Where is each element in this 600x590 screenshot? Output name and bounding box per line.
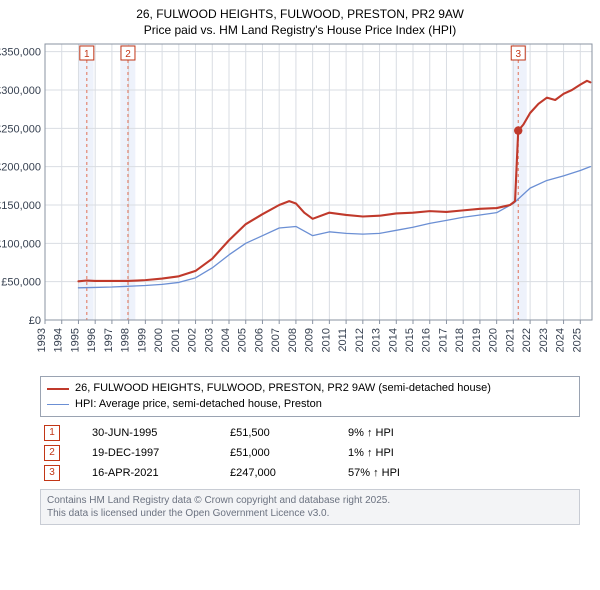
svg-text:2022: 2022 (521, 328, 533, 352)
svg-text:£0: £0 (29, 315, 41, 327)
chart-area: £0 £50,000 £100,000 £150,000 £200,000 £250,00… (0, 40, 600, 370)
footer-line1: Contains HM Land Registry data © Crown c… (47, 494, 573, 507)
legend: 26, FULWOOD HEIGHTS, FULWOOD, PRESTON, P… (40, 376, 580, 417)
title-line1: 26, FULWOOD HEIGHTS, FULWOOD, PRESTON, P… (0, 6, 600, 22)
legend-label: HPI: Average price, semi-detached house,… (75, 397, 322, 412)
svg-text:£150,000: £150,000 (0, 200, 41, 212)
svg-text:2001: 2001 (170, 328, 182, 352)
event-pct: 1% ↑ HPI (344, 443, 580, 463)
event-number-box: 2 (44, 445, 60, 461)
event-date: 30-JUN-1995 (88, 423, 226, 443)
legend-label: 26, FULWOOD HEIGHTS, FULWOOD, PRESTON, P… (75, 381, 491, 396)
svg-text:1997: 1997 (103, 328, 115, 352)
event-number-box: 1 (44, 425, 60, 441)
line-chart-svg: £0 £50,000 £100,000 £150,000 £200,000 £250,00… (0, 40, 600, 370)
svg-text:2010: 2010 (320, 328, 332, 352)
svg-text:2017: 2017 (437, 328, 449, 352)
events-table: 1 30-JUN-1995£51,5009% ↑ HPI 2 19-DEC-1997£… (40, 423, 580, 483)
attribution-footer: Contains HM Land Registry data © Crown c… (40, 489, 580, 525)
title-line2: Price paid vs. HM Land Registry's House … (0, 22, 600, 38)
event-row: 1 30-JUN-1995£51,5009% ↑ HPI (40, 423, 580, 443)
svg-text:1996: 1996 (86, 328, 98, 352)
svg-text:2011: 2011 (337, 328, 349, 352)
event-row: 2 19-DEC-1997£51,0001% ↑ HPI (40, 443, 580, 463)
svg-text:2007: 2007 (270, 328, 282, 352)
svg-text:£50,000: £50,000 (1, 277, 41, 289)
svg-text:1: 1 (84, 49, 90, 60)
event-pct: 9% ↑ HPI (344, 423, 580, 443)
event-price: £51,000 (226, 443, 344, 463)
event-date: 16-APR-2021 (88, 463, 226, 483)
svg-text:2000: 2000 (153, 328, 165, 352)
svg-text:2019: 2019 (471, 328, 483, 352)
svg-text:1998: 1998 (120, 328, 132, 352)
svg-text:2006: 2006 (253, 328, 265, 352)
svg-text:£300,000: £300,000 (0, 85, 41, 97)
svg-text:1993: 1993 (36, 328, 48, 352)
svg-text:2013: 2013 (371, 328, 383, 352)
svg-text:2018: 2018 (454, 328, 466, 352)
svg-text:1995: 1995 (69, 328, 81, 352)
svg-text:2003: 2003 (203, 328, 215, 352)
svg-text:£200,000: £200,000 (0, 162, 41, 174)
event-pct: 57% ↑ HPI (344, 463, 580, 483)
event-number-box: 3 (44, 465, 60, 481)
svg-text:1999: 1999 (136, 328, 148, 352)
legend-item: 26, FULWOOD HEIGHTS, FULWOOD, PRESTON, P… (47, 381, 573, 396)
legend-swatch (47, 404, 69, 405)
event-date: 19-DEC-1997 (88, 443, 226, 463)
svg-text:1994: 1994 (53, 328, 65, 352)
svg-text:2024: 2024 (555, 328, 567, 352)
legend-item: HPI: Average price, semi-detached house,… (47, 397, 573, 412)
svg-text:2014: 2014 (387, 328, 399, 352)
svg-text:2005: 2005 (237, 328, 249, 352)
svg-text:2008: 2008 (287, 328, 299, 352)
event-price: £247,000 (226, 463, 344, 483)
svg-text:£350,000: £350,000 (0, 47, 41, 59)
svg-text:2004: 2004 (220, 328, 232, 352)
footer-line2: This data is licensed under the Open Gov… (47, 507, 573, 520)
svg-text:£250,000: £250,000 (0, 124, 41, 136)
legend-swatch (47, 388, 69, 390)
svg-text:2009: 2009 (304, 328, 316, 352)
svg-text:2020: 2020 (488, 328, 500, 352)
svg-text:2021: 2021 (504, 328, 516, 352)
chart-title: 26, FULWOOD HEIGHTS, FULWOOD, PRESTON, P… (0, 0, 600, 40)
svg-text:2: 2 (125, 49, 131, 60)
event-price: £51,500 (226, 423, 344, 443)
svg-text:£100,000: £100,000 (0, 239, 41, 251)
svg-text:2016: 2016 (421, 328, 433, 352)
svg-text:3: 3 (515, 49, 521, 60)
svg-text:2023: 2023 (538, 328, 550, 352)
event-row: 3 16-APR-2021£247,00057% ↑ HPI (40, 463, 580, 483)
svg-text:2015: 2015 (404, 328, 416, 352)
svg-text:2012: 2012 (354, 328, 366, 352)
svg-text:2025: 2025 (571, 328, 583, 352)
svg-text:2002: 2002 (187, 328, 199, 352)
